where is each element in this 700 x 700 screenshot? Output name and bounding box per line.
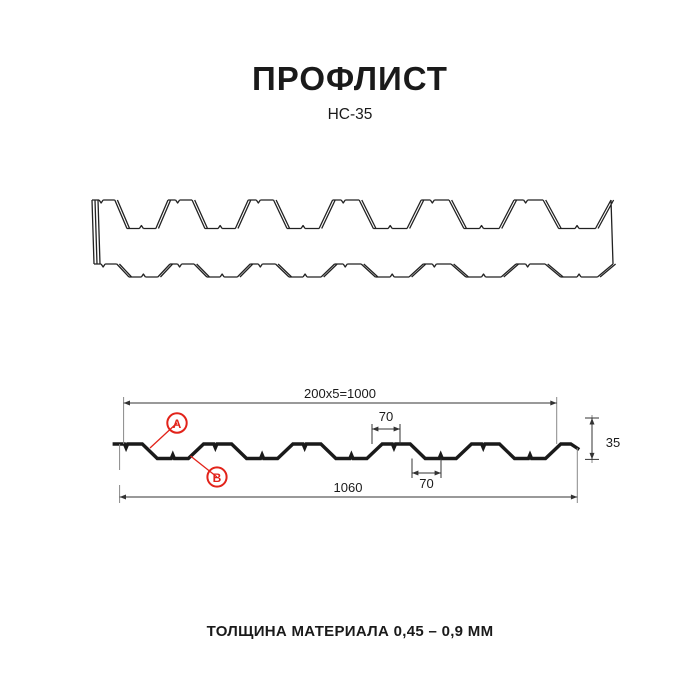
svg-text:35: 35: [606, 435, 620, 450]
svg-text:70: 70: [419, 476, 433, 491]
svg-text:70: 70: [379, 409, 393, 424]
svg-text:200x5=1000: 200x5=1000: [304, 386, 376, 401]
svg-text:B: B: [213, 471, 222, 485]
svg-text:1060: 1060: [334, 480, 363, 495]
svg-text:A: A: [173, 417, 182, 431]
